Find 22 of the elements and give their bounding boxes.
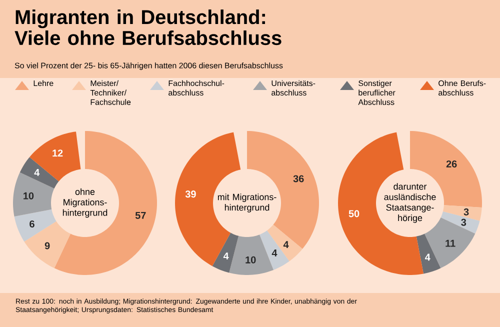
data-label: 9: [44, 242, 50, 250]
data-label: 4: [272, 250, 278, 256]
data-label: 57: [135, 212, 146, 219]
data-label: 4: [425, 254, 430, 261]
data-label: 3: [461, 218, 466, 226]
data-label: 10: [24, 192, 34, 200]
data-label: 36: [293, 175, 304, 182]
chart-title: Migranten in Deutschland: Viele ohne Berufsabschluss: [14, 10, 282, 46]
data-label: 4: [223, 252, 229, 260]
data-label: 12: [52, 150, 63, 157]
data-label: 3: [464, 208, 469, 216]
data-label: 6: [30, 220, 34, 228]
slice-label: ohne Migrations-hintergrund: [62, 188, 108, 218]
slice-label: mit Migrations-hintergrund: [218, 194, 276, 212]
slice-label: darunter ausländische Staatsange-hörige: [384, 183, 436, 223]
data-label: 4: [34, 169, 40, 176]
data-label: 39: [185, 190, 196, 198]
data-label: 4: [283, 241, 289, 248]
data-label: 11: [446, 240, 456, 247]
data-label: 10: [246, 256, 256, 264]
data-label: 50: [348, 210, 360, 218]
data-label: 26: [446, 160, 457, 168]
